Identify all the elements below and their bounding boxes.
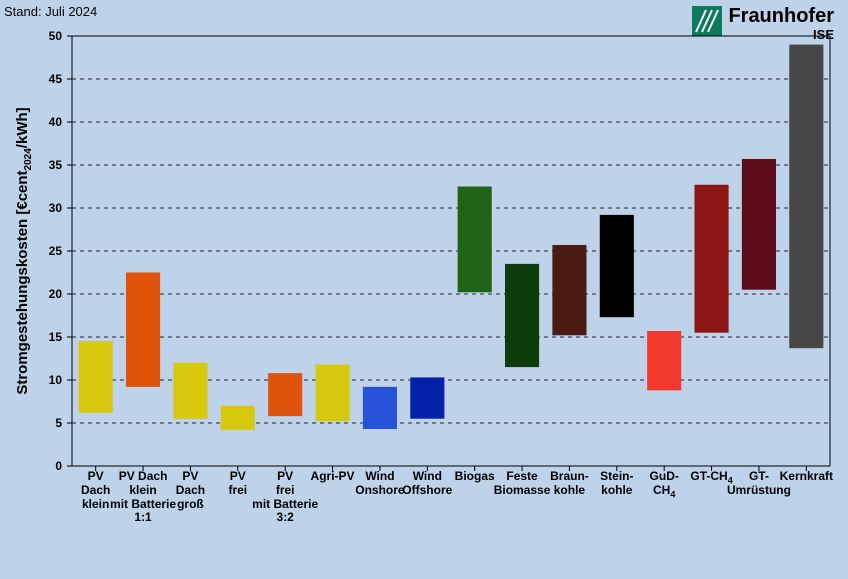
category-label: PVDachgroß: [176, 470, 205, 511]
svg-text:35: 35: [49, 158, 63, 172]
bar: [268, 373, 302, 416]
bar: [647, 331, 681, 390]
fraunhofer-logo-icon: [692, 6, 722, 36]
svg-text:25: 25: [49, 244, 63, 258]
bar: [126, 273, 160, 387]
category-label: Stein-kohle: [600, 470, 633, 498]
svg-text:30: 30: [49, 201, 63, 215]
bar: [316, 365, 350, 422]
bar: [221, 406, 255, 430]
category-label: Agri-PV: [311, 470, 355, 484]
svg-text:45: 45: [49, 72, 63, 86]
bar: [742, 159, 776, 290]
svg-text:50: 50: [49, 29, 63, 43]
category-label: PVfrei: [228, 470, 247, 498]
bar: [505, 264, 539, 367]
bar: [789, 45, 823, 349]
category-label: PVfreimit Batterie3:2: [252, 470, 318, 525]
stand-label: Stand: Juli 2024: [4, 4, 97, 19]
svg-text:10: 10: [49, 373, 63, 387]
logo-text-main: Fraunhofer: [728, 6, 834, 26]
category-label: WindOnshore: [355, 470, 404, 498]
svg-text:20: 20: [49, 287, 63, 301]
bar: [173, 363, 207, 419]
category-label: Kernkraft: [780, 470, 833, 484]
category-label: WindOffshore: [402, 470, 452, 498]
x-axis-labels: PVDachkleinPV Dachkleinmit Batterie1:1PV…: [72, 470, 830, 570]
category-label: PV Dachkleinmit Batterie1:1: [110, 470, 176, 525]
y-axis-label: Stromgestehungskosten [€cent2024/kWh]: [14, 36, 34, 466]
category-label: Biogas: [455, 470, 495, 484]
bar: [552, 245, 586, 335]
bar: [410, 377, 444, 418]
category-label: Braun-kohle: [550, 470, 589, 498]
bar: [458, 187, 492, 293]
lcoe-chart: 05101520253035404550: [72, 36, 830, 466]
bar: [79, 341, 113, 412]
bar: [695, 185, 729, 333]
svg-text:40: 40: [49, 115, 63, 129]
category-label: PVDachklein: [81, 470, 110, 511]
category-label: FesteBiomasse: [494, 470, 551, 498]
svg-text:15: 15: [49, 330, 63, 344]
bar: [600, 215, 634, 317]
svg-text:0: 0: [55, 459, 62, 473]
category-label: GuD-CH4: [650, 470, 679, 500]
svg-text:5: 5: [55, 416, 62, 430]
bar: [363, 387, 397, 429]
